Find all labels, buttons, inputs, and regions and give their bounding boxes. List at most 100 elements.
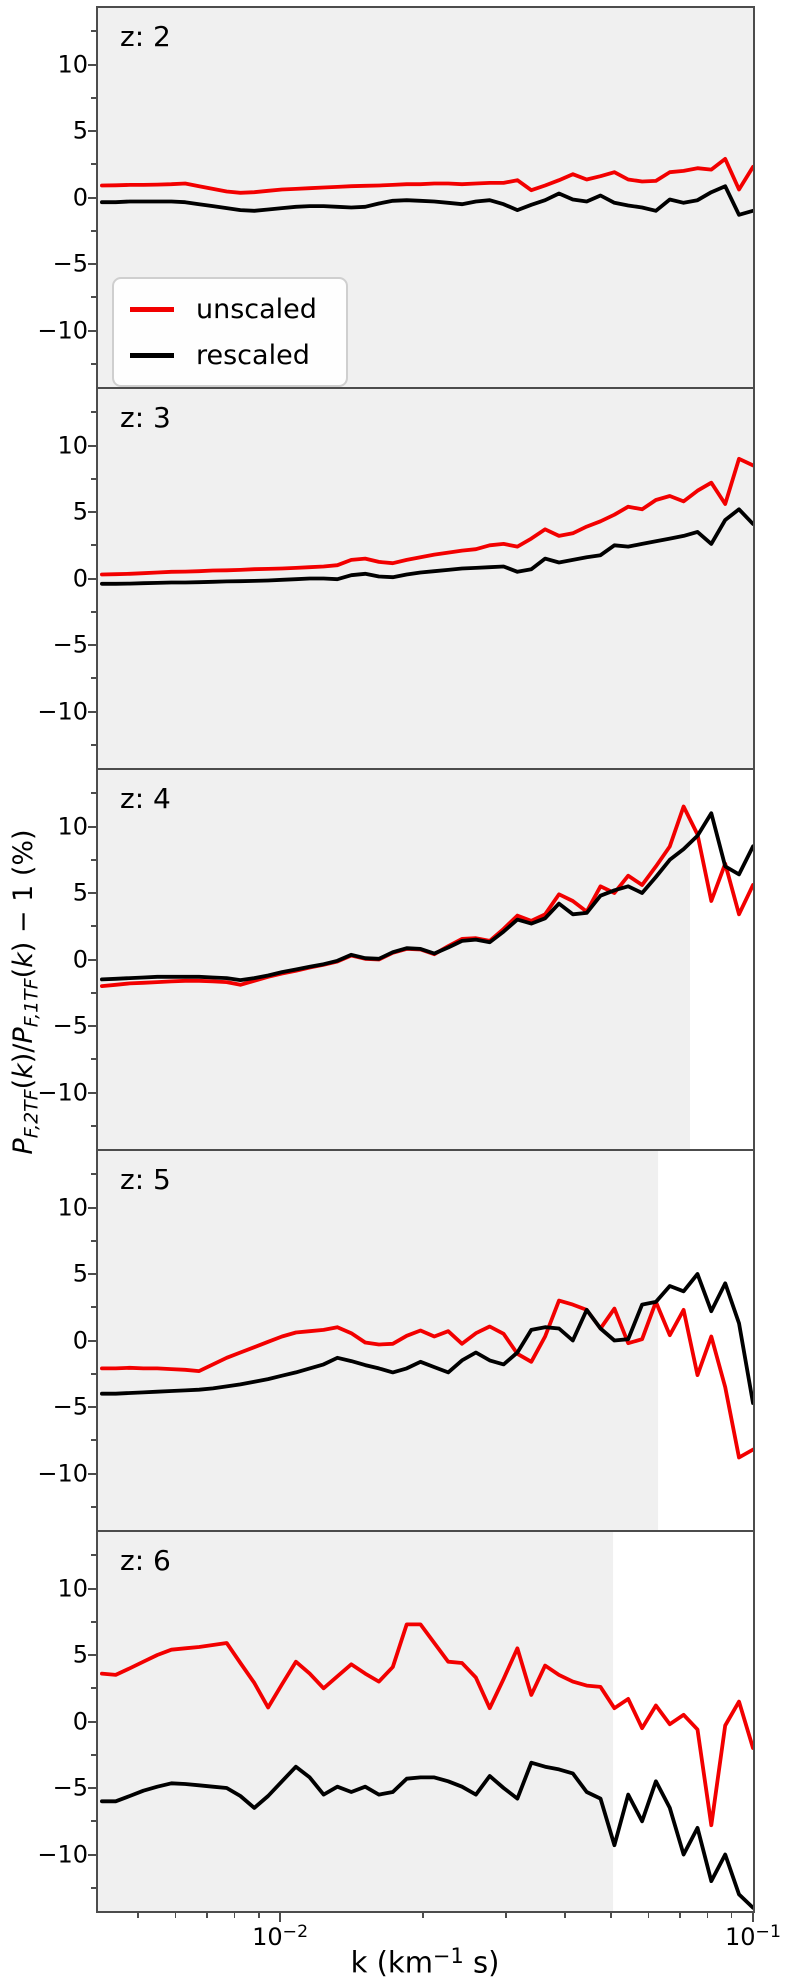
panel-z5: z: 5 [96, 1149, 755, 1530]
y-tick-label: 0 [72, 1706, 88, 1735]
y-tick-mark [88, 1853, 96, 1856]
label-segment: s) [463, 1945, 500, 1980]
y-minor-tick-mark [91, 96, 96, 99]
y-tick-mark [88, 644, 96, 646]
y-tick-mark [88, 1406, 96, 1408]
y-minor-tick-mark [91, 411, 96, 414]
y-tick-label: −10 [37, 1458, 88, 1487]
y-tick-label: −10 [37, 1077, 88, 1106]
panel-label: z: 5 [120, 1163, 171, 1196]
x-minor-tick-mark [422, 1913, 424, 1918]
y-minor-tick-mark [91, 1239, 96, 1242]
y-tick-label: 0 [72, 182, 88, 211]
y-minor-tick-mark [91, 1554, 96, 1557]
label-segment: 10 [725, 1922, 756, 1951]
y-tick-label: 10 [57, 811, 88, 840]
panel-plot-area [98, 770, 753, 1149]
y-tick-mark [88, 130, 96, 132]
y-tick-label: 10 [57, 49, 88, 78]
y-minor-tick-mark [91, 544, 96, 547]
y-tick-mark [88, 263, 96, 265]
y-tick-label: −5 [52, 1773, 88, 1802]
x-minor-tick-mark [564, 1913, 566, 1918]
unscaled-line [100, 156, 753, 195]
y-minor-tick-mark [91, 1505, 96, 1508]
x-minor-tick-mark [679, 1913, 681, 1918]
y-tick-mark [88, 1587, 96, 1590]
y-minor-tick-mark [91, 925, 96, 928]
legend-row-rescaled: rescaled [130, 337, 330, 373]
y-minor-tick-mark [91, 991, 96, 994]
x-minor-tick-mark [647, 1913, 650, 1918]
y-tick-label: −5 [52, 1011, 88, 1040]
y-tick-label: 0 [72, 944, 88, 973]
shaded-region [98, 770, 690, 1149]
y-tick-label: −10 [37, 1839, 88, 1868]
x-minor-tick-mark [730, 1913, 733, 1918]
y-tick-mark [88, 577, 96, 580]
rescaled-line [100, 1272, 753, 1405]
x-minor-tick-mark [258, 1913, 260, 1918]
y-tick-label: 10 [57, 430, 88, 459]
label-segment: k [8, 1063, 39, 1079]
panel-label: z: 2 [120, 20, 171, 53]
shaded-region [98, 1532, 614, 1911]
panel-plot-area [98, 389, 753, 768]
unscaled-line-sample [130, 306, 174, 312]
label-segment: −1 [432, 1944, 464, 1968]
y-tick-mark [88, 958, 96, 961]
panel-label: z: 3 [120, 401, 171, 434]
y-tick-mark [88, 1025, 96, 1027]
y-tick-label: 0 [72, 563, 88, 592]
rescaled-line [100, 507, 753, 586]
y-tick-label: 5 [72, 1640, 88, 1669]
y-minor-tick-mark [91, 1058, 96, 1061]
x-minor-tick-mark [706, 1913, 709, 1918]
label-segment: 10 [252, 1922, 283, 1951]
legend-label-rescaled: rescaled [196, 339, 310, 371]
x-minor-tick-mark [233, 1913, 236, 1918]
x-tick-label: 10−1 [725, 1922, 781, 1951]
label-segment: k (km [350, 1945, 433, 1980]
label-segment: −2 [282, 1922, 309, 1942]
y-tick-label: 5 [72, 116, 88, 145]
y-minor-tick-mark [91, 1372, 96, 1375]
y-tick-mark [88, 196, 96, 199]
y-minor-tick-mark [91, 858, 96, 861]
panel-label: z: 4 [120, 782, 171, 815]
y-tick-label: −5 [52, 630, 88, 659]
y-tick-mark [88, 825, 96, 828]
legend-label-unscaled: unscaled [196, 293, 317, 325]
y-minor-tick-mark [91, 610, 96, 613]
x-tick-label: 10−2 [252, 1922, 308, 1951]
y-tick-mark [88, 1339, 96, 1342]
unscaled-line [100, 1298, 753, 1460]
y-tick-label: 5 [72, 497, 88, 526]
y-minor-tick-mark [91, 1687, 96, 1690]
y-tick-mark [88, 1720, 96, 1723]
y-minor-tick-mark [91, 1306, 96, 1309]
y-tick-label: 10 [57, 1192, 88, 1221]
y-minor-tick-mark [91, 1439, 96, 1442]
panel-z3: z: 3 [96, 387, 755, 768]
y-minor-tick-mark [91, 1886, 96, 1889]
y-minor-tick-mark [91, 1124, 96, 1127]
y-minor-tick-mark [91, 1620, 96, 1623]
x-tick-mark [279, 1913, 282, 1922]
y-minor-tick-mark [91, 362, 96, 365]
y-tick-mark [88, 1787, 96, 1789]
y-tick-label: −5 [52, 1392, 88, 1421]
y-tick-label: 0 [72, 1325, 88, 1354]
label-segment: P [8, 1138, 39, 1155]
unscaled-line [100, 456, 753, 577]
panel-plot-area [98, 1151, 753, 1530]
y-minor-tick-mark [91, 477, 96, 480]
y-tick-mark [88, 1273, 96, 1275]
y-tick-mark [88, 1206, 96, 1209]
panel-z4: z: 4 [96, 768, 755, 1149]
y-tick-label: 10 [57, 1573, 88, 1602]
panel-plot-area [98, 1532, 753, 1911]
y-minor-tick-mark [91, 163, 96, 166]
y-tick-mark [88, 1654, 96, 1656]
